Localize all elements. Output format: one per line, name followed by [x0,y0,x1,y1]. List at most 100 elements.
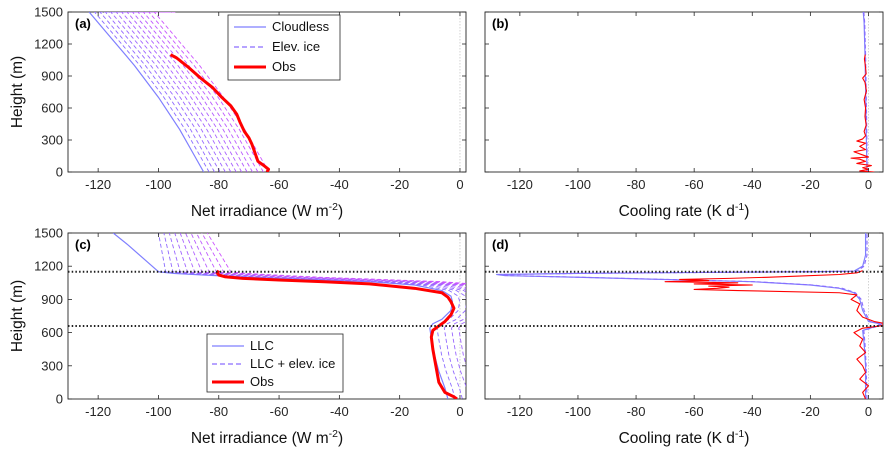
x-tick-label: -60 [685,177,704,192]
series-elev-ice-line-1 [93,12,210,172]
series-elev-ice-line-6 [121,12,237,172]
x-tick-label: -20 [390,177,409,192]
panel-c-legend: LLC LLC + elev. ice Obs [206,333,344,393]
y-tick-label: 0 [56,392,63,407]
y-tick-label: 600 [41,325,63,340]
panel-a-xlabel: Net irradiance (W m-2) [191,201,343,220]
y-tick-label: 0 [56,165,63,180]
x-tick-label: -40 [743,404,762,419]
y-tick-label: 1500 [34,226,63,241]
panel-a: -120 -100 -80 -60 -40 -20 0030060090012001500 … [9,5,467,220]
series-elev-ice-line-2 [99,12,215,172]
panel-b: -120 -100 -80 -60 -40 -20 0 (b) Cooling rate (… [484,11,884,220]
x-tick-label: -80 [627,404,646,419]
x-tick-label: -100 [565,177,591,192]
series-cloudless-line [88,12,205,172]
panel-c-ylabel: Height (m) [9,280,26,352]
panel-a-ylabel: Height (m) [9,56,26,128]
panel-b-xlabel-sup: -1 [735,201,744,213]
series-elev-ice-line-12 [153,12,270,172]
series-elev-ice-line-8 [131,12,248,172]
panel-a-xlabel-main: Net irradiance (W m [191,203,329,220]
series-elev-ice-line-7 [126,12,243,172]
panel-a-xlabel-end: ) [338,203,343,220]
x-tick-label: -120 [85,177,111,192]
x-tick-label: -80 [209,404,228,419]
series-llc-elev-ice-line-10 [206,233,466,284]
panel-a-marks [88,12,461,172]
x-tick-label: -40 [743,177,762,192]
panel-a-plot-area [88,12,461,172]
x-tick-label: -40 [330,177,349,192]
panel-d-xlabel: Cooling rate (K d-1) [619,428,750,447]
legend-text-obs-c: Obs [250,374,274,389]
panel-d-ticks: -120 -100 -80 -60 -40 -20 0 [485,232,883,419]
panel-a-ticks: -120 -100 -80 -60 -40 -20 0 0 300 600 900 1200 1500 [34,5,466,192]
series-elev-ice-line-5 [115,12,232,172]
panel-d-label: (d) [492,237,509,252]
panel-d-frame [484,232,884,400]
panel-b-label: (b) [492,16,509,31]
panel-b-xlabel-main: Cooling rate (K d [619,203,735,220]
series-obs-line [850,54,875,172]
panel-d-xlabel-main: Cooling rate (K d [619,430,735,447]
y-tick-label: 300 [41,133,63,148]
panel-c-xlabel-sup: -2 [329,428,338,440]
x-tick-label: -120 [507,177,533,192]
panel-c-xlabel: Net irradiance (W m-2) [191,428,343,447]
legend-text-obs: Obs [272,59,296,74]
panel-b-frame [484,11,884,173]
x-tick-label: 0 [456,404,463,419]
panel-b-marks [850,12,875,172]
legend-text-llc: LLC [250,338,274,353]
series-obs-line [169,53,271,172]
y-tick-label: 900 [41,69,63,84]
x-tick-label: -100 [145,404,171,419]
series-elev-ice-line-9 [137,12,253,172]
y-tick-label: 1200 [34,37,63,52]
legend-text-elev-ice: Elev. ice [272,39,320,54]
x-tick-label: -100 [565,404,591,419]
y-tick-label: 900 [41,292,63,307]
panel-b-xlabel: Cooling rate (K d-1) [619,201,750,220]
x-tick-label: 0 [865,177,872,192]
series-elev-ice-line-3 [104,12,221,172]
y-tick-label: 1200 [34,259,63,274]
panel-b-xlabel-end: ) [744,203,749,220]
x-tick-label: -120 [85,404,111,419]
panel-a-xlabel-sup: -2 [329,201,338,213]
x-tick-label: -20 [801,404,820,419]
panel-d-xlabel-end: ) [744,430,749,447]
series-obs-line [664,270,883,399]
x-tick-label: -120 [507,404,533,419]
x-tick-label: -60 [685,404,704,419]
panel-b-ticks: -120 -100 -80 -60 -40 -20 0 [485,11,883,192]
x-tick-label: -80 [209,177,228,192]
panel-c-xlabel-end: ) [338,430,343,447]
x-tick-label: -20 [390,404,409,419]
x-tick-label: -100 [145,177,171,192]
y-tick-label: 1500 [34,5,63,20]
x-tick-label: -20 [801,177,820,192]
series-obs-line [215,269,458,399]
x-tick-label: -60 [270,177,289,192]
panel-d: -120 -100 -80 -60 -40 -20 0 (d) Cooling rate (… [484,232,884,447]
panel-a-label: (a) [75,16,91,31]
panel-c-xlabel-main: Net irradiance (W m [191,430,329,447]
series-elev-ice-line-4 [110,12,226,172]
panel-c-label: (c) [75,237,91,252]
x-tick-label: 0 [456,177,463,192]
y-tick-label: 300 [41,358,63,373]
panel-c: -120 -100 -80 -60 -40 -20 0030060090012001500 … [9,226,467,447]
panel-c-ticks: -120 -100 -80 -60 -40 -20 0 0 300 600 900 1200 1500 [34,226,466,419]
panel-c-marks [68,233,466,399]
panel-b-plot-area [850,12,875,172]
legend-text-llc-elev-ice: LLC + elev. ice [250,356,335,371]
x-tick-label: -40 [330,404,349,419]
panel-a-legend: Cloudless Elev. ice Obs [227,14,341,81]
x-tick-label: -80 [627,177,646,192]
x-tick-label: -60 [270,404,289,419]
series-elev-ice-line-10 [142,12,259,172]
legend-text-cloudless: Cloudless [272,19,330,34]
